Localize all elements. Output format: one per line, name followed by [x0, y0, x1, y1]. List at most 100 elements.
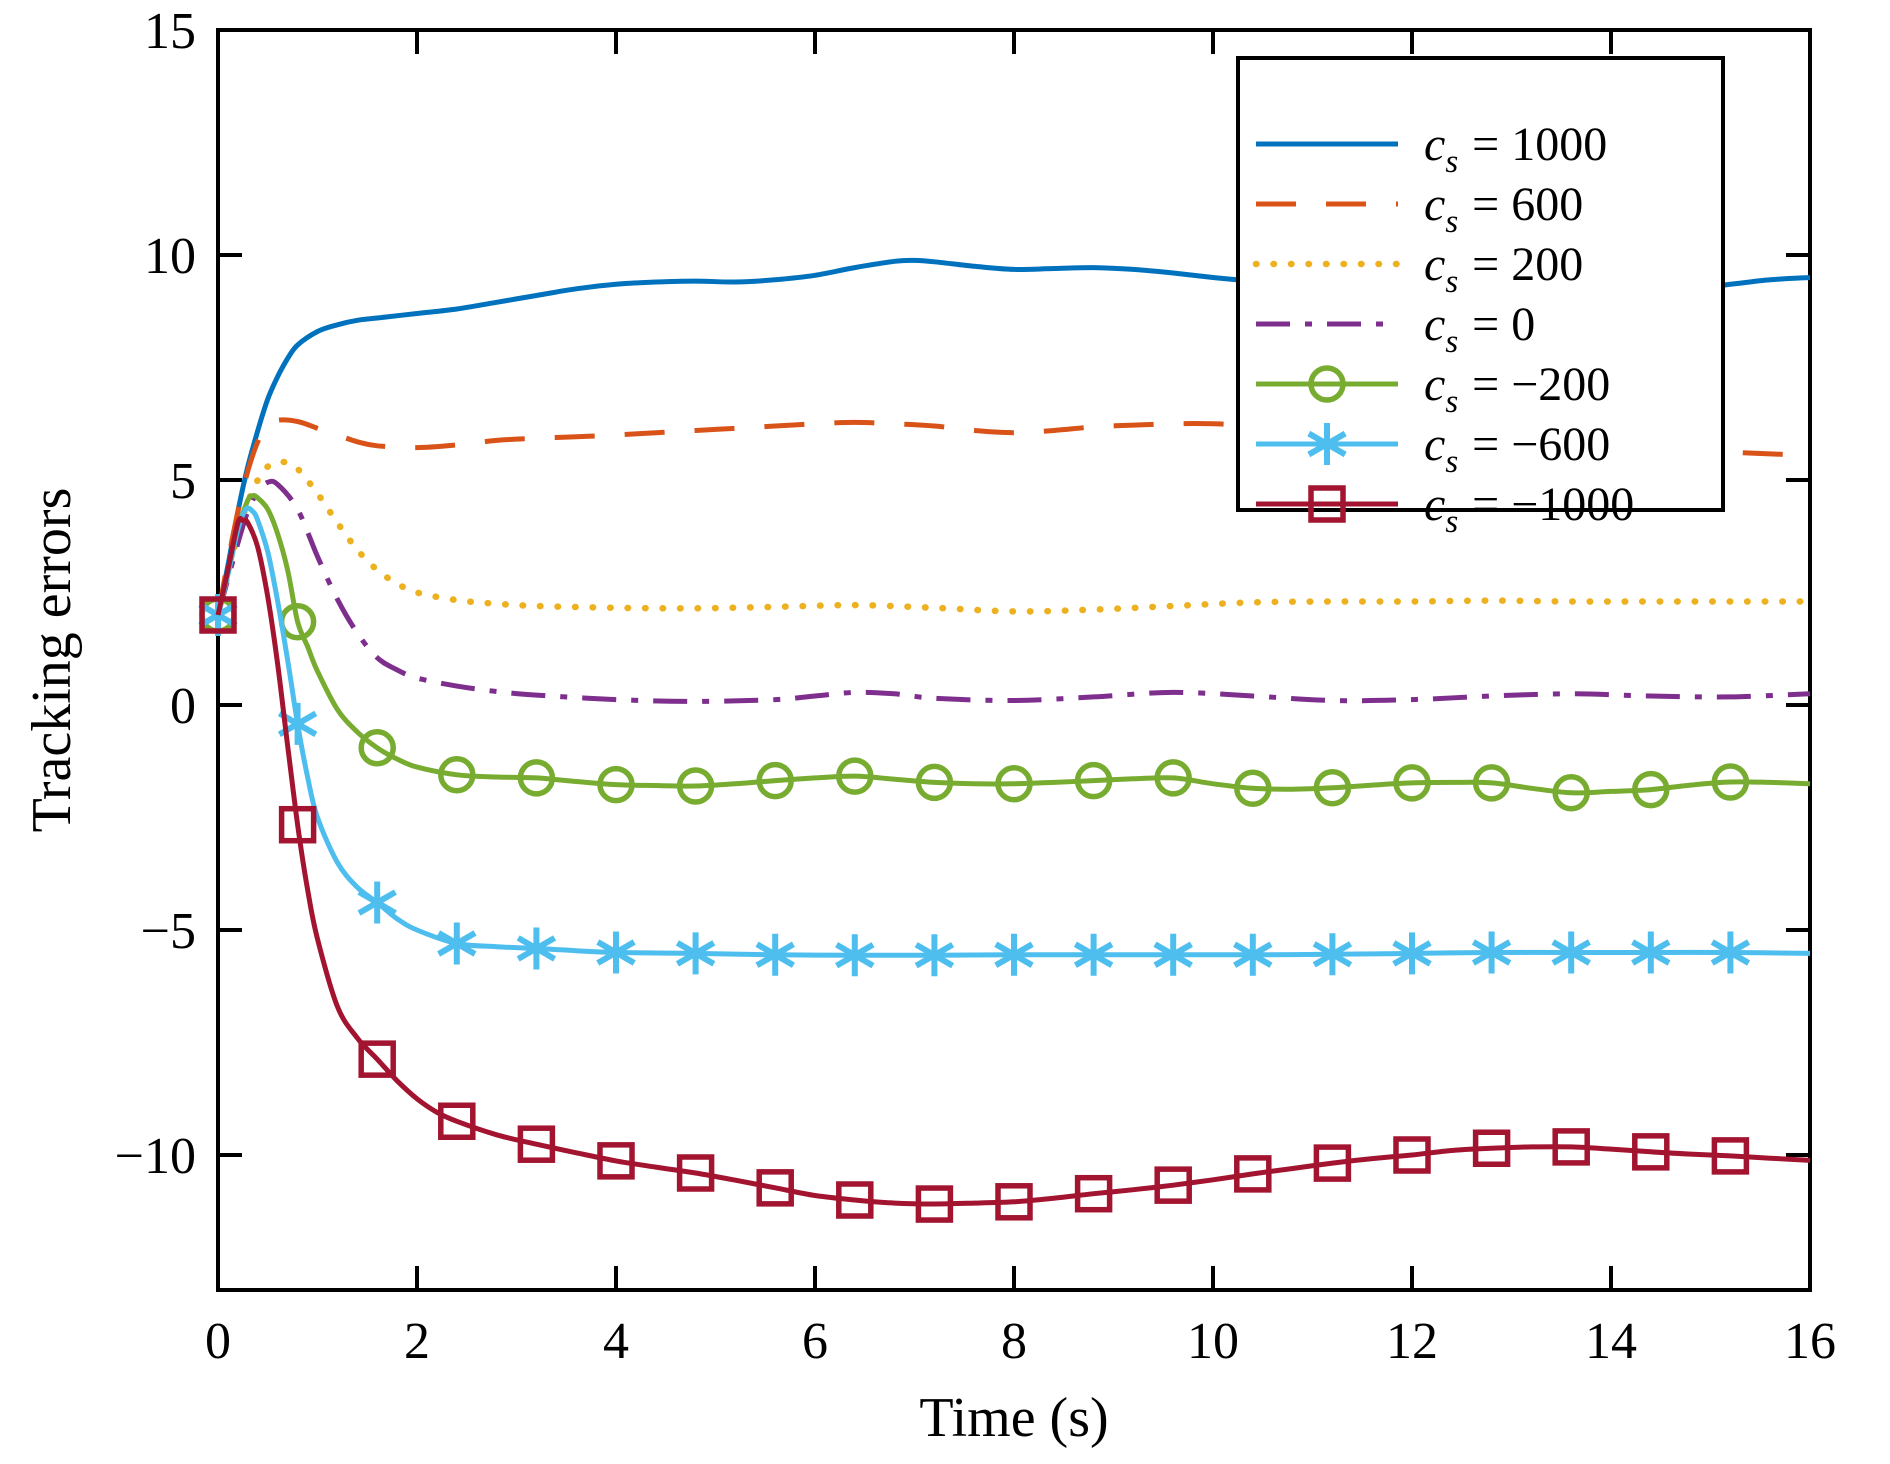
circle-marker — [517, 759, 556, 797]
circle-marker — [1632, 770, 1670, 809]
x-tick-label: 2 — [404, 1313, 430, 1370]
circle-marker — [756, 761, 794, 800]
square-marker — [1552, 1128, 1590, 1166]
legend-entry-cs-0: cs = 0 — [1256, 298, 1535, 360]
circle-marker — [438, 756, 476, 794]
legend-entry-cs-200: cs = 200 — [1252, 238, 1583, 300]
x-tick-label: 0 — [205, 1313, 231, 1370]
legend-entry-cs-600: cs = 600 — [1256, 178, 1583, 240]
circle-marker — [1074, 761, 1113, 800]
y-tick-label: 15 — [144, 3, 196, 60]
asterisk-marker — [1312, 933, 1353, 976]
legend-entry-cs-neg600: cs = −600 — [1256, 418, 1610, 480]
legend-entry-cs-neg1000: cs = −1000 — [1256, 478, 1634, 540]
y-tick-label: −10 — [115, 1128, 196, 1185]
circle-marker — [1552, 774, 1590, 812]
asterisk-marker — [994, 933, 1034, 976]
legend-label: cs = 200 — [1424, 238, 1583, 300]
legend-entry-cs-1000: cs = 1000 — [1256, 118, 1607, 180]
series-line-cs-neg1000 — [215, 515, 1811, 1207]
x-tick-label: 10 — [1187, 1313, 1239, 1370]
y-tick-label: 10 — [144, 228, 196, 285]
asterisk-marker — [357, 881, 397, 924]
square-marker — [1711, 1137, 1750, 1175]
asterisk-marker — [1471, 931, 1512, 974]
square-marker — [836, 1181, 874, 1219]
x-tick-label: 4 — [603, 1313, 629, 1370]
square-marker — [1234, 1155, 1272, 1193]
asterisk-marker — [437, 922, 477, 965]
square-marker — [1154, 1166, 1192, 1204]
x-tick-label: 8 — [1001, 1313, 1027, 1370]
axes: 0 2 4 6 8 10 12 14 16 15 10 5 0 −5 −10 — [115, 3, 1836, 1370]
circle-marker — [1308, 365, 1346, 403]
circle-marker — [1313, 769, 1352, 807]
asterisk-marker — [675, 932, 716, 975]
square-marker — [1308, 485, 1346, 523]
square-marker — [199, 596, 237, 634]
series-cs-neg600 — [198, 505, 1811, 977]
series-line-cs-0 — [215, 478, 1811, 704]
series-line-cs-neg200 — [215, 493, 1811, 796]
asterisk-marker — [596, 931, 636, 974]
y-tick-label: 0 — [170, 678, 196, 735]
legend-box — [1236, 56, 1725, 512]
square-marker — [1472, 1129, 1511, 1167]
x-axis-label: Time (s) — [919, 1387, 1108, 1449]
asterisk-marker — [1551, 931, 1591, 974]
circle-marker — [358, 729, 396, 767]
legend-label: cs = −1000 — [1424, 478, 1634, 540]
asterisk-marker — [1073, 933, 1114, 976]
circle-marker — [1154, 759, 1192, 797]
asterisk-marker — [1153, 933, 1193, 976]
circle-marker — [1234, 769, 1272, 807]
circle-marker — [1472, 764, 1511, 802]
series-line-cs-neg600 — [215, 505, 1811, 958]
legend-label: cs = 0 — [1424, 298, 1535, 360]
square-marker — [1313, 1144, 1352, 1182]
square-marker — [676, 1154, 715, 1192]
y-axis-label: Tracking errors — [21, 488, 83, 833]
square-marker — [517, 1125, 556, 1163]
circle-marker — [915, 763, 954, 802]
square-marker — [915, 1185, 954, 1223]
legend-label: cs = 600 — [1424, 178, 1583, 240]
series-cs-neg200 — [199, 493, 1811, 812]
x-tick-label: 6 — [802, 1313, 828, 1370]
x-tick-label: 14 — [1585, 1313, 1637, 1370]
y-tick-label: −5 — [141, 903, 196, 960]
asterisk-marker — [1233, 933, 1273, 976]
series-cs-200 — [214, 458, 1814, 619]
square-marker — [358, 1040, 396, 1078]
square-marker — [1632, 1133, 1670, 1171]
asterisk-marker — [835, 934, 875, 977]
series-cs-neg1000 — [199, 515, 1811, 1223]
circle-marker — [597, 765, 635, 804]
asterisk-marker — [755, 933, 795, 976]
square-marker — [1074, 1174, 1113, 1213]
circle-marker — [1711, 763, 1750, 801]
asterisk-marker — [516, 927, 557, 970]
square-marker — [597, 1142, 635, 1180]
legend-entry-cs-neg200: cs = −200 — [1256, 358, 1610, 420]
x-tick-label: 12 — [1386, 1313, 1438, 1370]
square-marker — [278, 805, 317, 844]
square-marker — [756, 1169, 794, 1207]
asterisk-marker — [1392, 932, 1432, 975]
legend-label: cs = −200 — [1424, 358, 1610, 420]
legend-label: cs = −600 — [1424, 418, 1610, 480]
circle-marker — [1393, 764, 1431, 802]
square-marker — [438, 1102, 476, 1140]
square-marker — [995, 1183, 1033, 1221]
circle-marker — [836, 757, 874, 795]
asterisk-marker — [1710, 931, 1751, 974]
square-marker — [1393, 1136, 1431, 1174]
circle-marker — [676, 767, 715, 805]
asterisk-marker — [1307, 423, 1347, 465]
legend-label: cs = 1000 — [1424, 118, 1607, 180]
asterisk-marker — [914, 934, 955, 977]
asterisk-marker — [1631, 931, 1671, 974]
